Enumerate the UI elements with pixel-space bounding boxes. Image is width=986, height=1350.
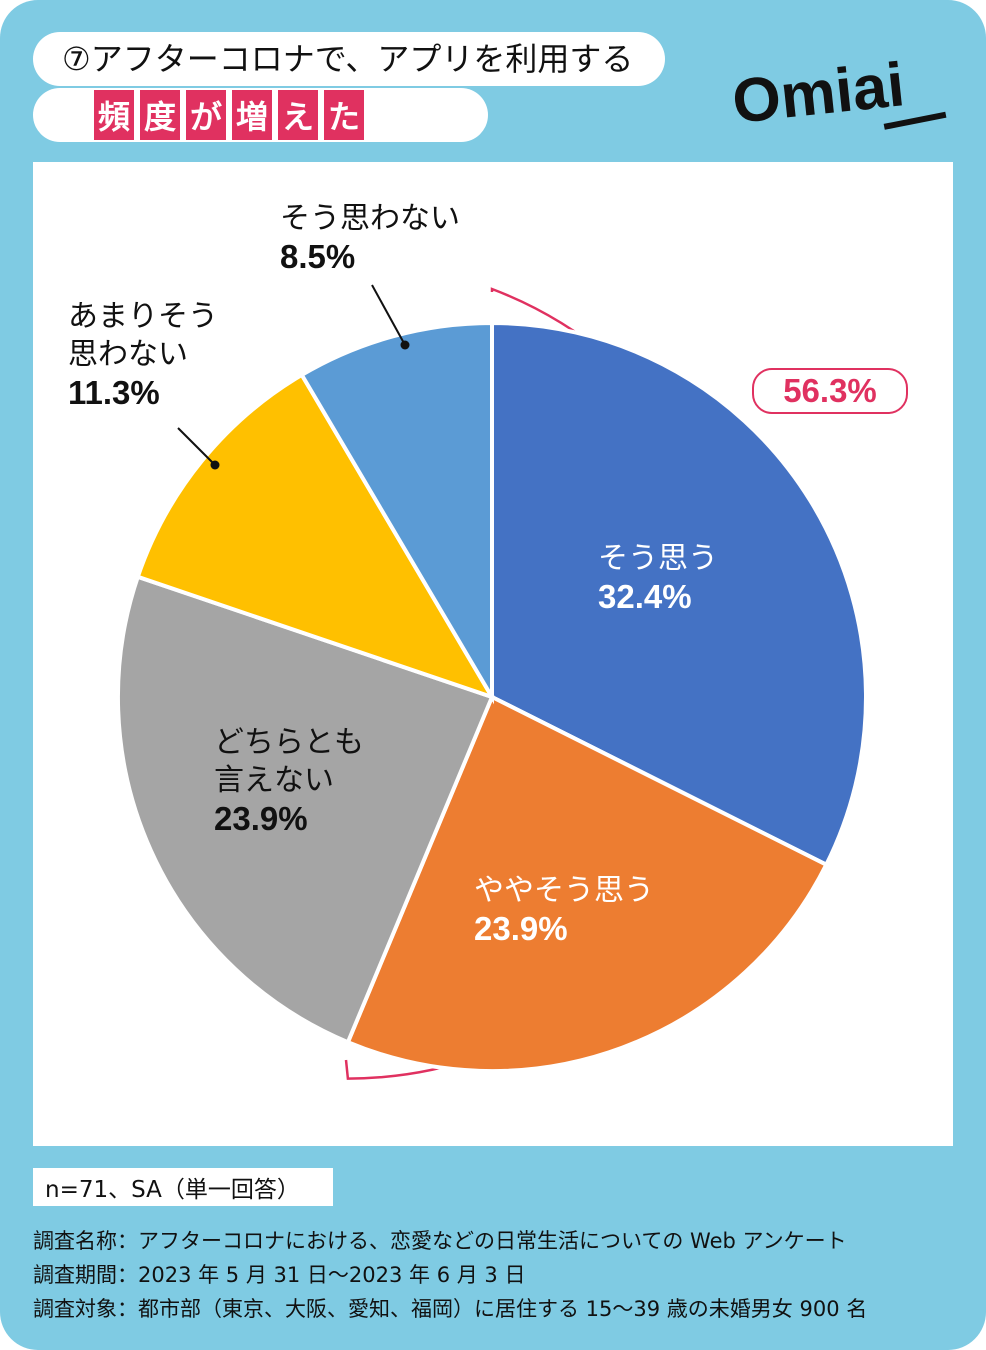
label-name: そう思わない bbox=[280, 201, 460, 236]
title-char-box: た bbox=[324, 90, 364, 140]
label-name: ややそう思う bbox=[474, 873, 654, 908]
title-char-box: 度 bbox=[140, 90, 180, 140]
label-name-line2: 言えない bbox=[214, 763, 334, 798]
omiai-logo: Omiai bbox=[729, 50, 947, 130]
survey-period: 調査期間：2023 年 5 月 31 日〜2023 年 6 月 3 日 bbox=[33, 1263, 526, 1287]
chart-title-line1: ⑦アフターコロナで、アプリを利用する bbox=[62, 40, 634, 78]
title-char-box: が bbox=[186, 90, 226, 140]
leader-line-disagree bbox=[371, 284, 406, 346]
label-pct: 23.9% bbox=[214, 800, 308, 837]
label-somewhat-agree: ややそう思う 23.9% bbox=[474, 872, 654, 948]
slice-strongly-agree bbox=[490, 320, 869, 868]
label-strongly-agree: そう思う 32.4% bbox=[598, 540, 718, 616]
slice-somewhat-disagree bbox=[135, 372, 497, 701]
sample-size-note: n=71、SA（単一回答） bbox=[33, 1168, 333, 1206]
survey-target: 調査対象：都市部（東京、大阪、愛知、福岡）に居住する 15〜39 歳の未婚男女 … bbox=[33, 1297, 868, 1321]
label-name-line1: どちらとも bbox=[214, 725, 364, 760]
label-pct: 23.9% bbox=[474, 910, 568, 947]
label-disagree: そう思わない 8.5% bbox=[280, 200, 460, 276]
label-name-line1: あまりそう bbox=[68, 299, 218, 334]
label-name-line2: 思わない bbox=[68, 337, 188, 372]
label-name: そう思う bbox=[598, 541, 718, 576]
slice-somewhat-agree bbox=[345, 694, 829, 1074]
leader-line-somewhat-disagree bbox=[177, 427, 216, 466]
slice-neutral bbox=[115, 574, 495, 1045]
survey-name: 調査名称：アフターコロナにおける、恋愛などの日常生活についての Web アンケー… bbox=[33, 1229, 847, 1253]
combined-percentage-badge: 56.3% bbox=[752, 368, 908, 414]
label-somewhat-disagree: あまりそう 思わない 11.3% bbox=[68, 298, 218, 412]
title-pill-line1 bbox=[33, 32, 665, 86]
title-char-box: 頻 bbox=[94, 90, 134, 140]
label-pct: 8.5% bbox=[280, 238, 356, 275]
label-pct: 32.4% bbox=[598, 578, 692, 615]
title-char-box: え bbox=[278, 90, 318, 140]
slice-disagree bbox=[299, 320, 494, 705]
label-neutral: どちらとも 言えない 23.9% bbox=[214, 724, 364, 838]
chart-title-line2: 頻 度 が 増 え た bbox=[94, 90, 364, 140]
title-char-box: 増 bbox=[232, 90, 272, 140]
label-pct: 11.3% bbox=[68, 374, 160, 411]
